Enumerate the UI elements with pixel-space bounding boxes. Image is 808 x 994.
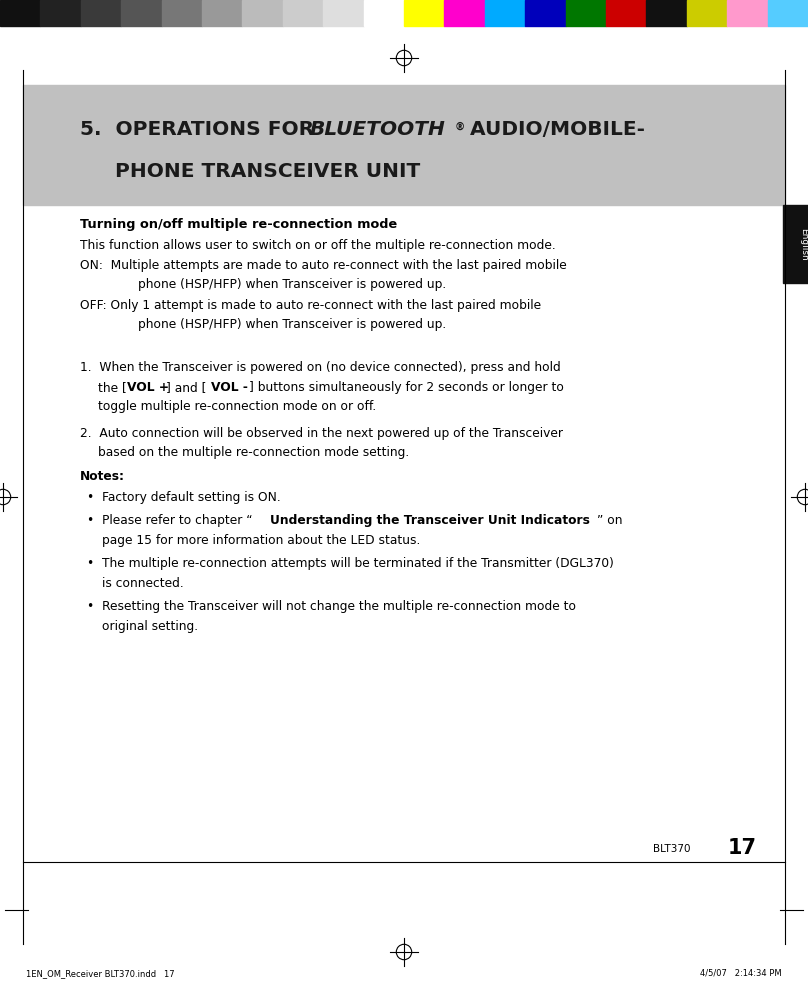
Text: •: • [86, 600, 93, 613]
Bar [606, 0, 646, 26]
Bar [323, 0, 364, 26]
Text: page 15 for more information about the LED status.: page 15 for more information about the L… [102, 534, 420, 547]
Text: 5.  OPERATIONS FOR: 5. OPERATIONS FOR [80, 120, 321, 139]
Text: 2.  Auto connection will be observed in the next powered up of the Transceiver: 2. Auto connection will be observed in t… [80, 426, 563, 439]
Text: original setting.: original setting. [102, 619, 198, 633]
Bar [202, 0, 242, 26]
Bar [364, 0, 404, 26]
Text: BLT370: BLT370 [653, 844, 691, 854]
Bar [646, 0, 687, 26]
Bar [121, 0, 162, 26]
Bar [727, 0, 768, 26]
Text: The multiple re-connection attempts will be terminated if the Transmitter (DGL37: The multiple re-connection attempts will… [102, 558, 614, 571]
Bar [0, 0, 40, 26]
Text: ®: ® [455, 122, 465, 132]
Text: BLUETOOTH: BLUETOOTH [310, 120, 446, 139]
Text: 1EN_OM_Receiver BLT370.indd   17: 1EN_OM_Receiver BLT370.indd 17 [26, 969, 175, 978]
Text: ] buttons simultaneously for 2 seconds or longer to: ] buttons simultaneously for 2 seconds o… [249, 381, 564, 394]
Text: toggle multiple re-connection mode on or off.: toggle multiple re-connection mode on or… [98, 401, 377, 414]
Bar [23, 85, 785, 205]
Text: Notes:: Notes: [80, 469, 125, 482]
Bar [783, 205, 808, 283]
Text: VOL +: VOL + [127, 381, 169, 394]
Text: the [: the [ [98, 381, 127, 394]
Text: Resetting the Transceiver will not change the multiple re-connection mode to: Resetting the Transceiver will not chang… [102, 600, 576, 613]
Text: ” on: ” on [597, 515, 622, 528]
Text: PHONE TRANSCEIVER UNIT: PHONE TRANSCEIVER UNIT [115, 162, 420, 181]
Text: •: • [86, 491, 93, 504]
Text: Turning on/off multiple re-connection mode: Turning on/off multiple re-connection mo… [80, 218, 398, 231]
Text: ON:  Multiple attempts are made to auto re-connect with the last paired mobile: ON: Multiple attempts are made to auto r… [80, 259, 566, 272]
Bar [687, 0, 727, 26]
Bar [485, 0, 525, 26]
Text: AUDIO/MOBILE-: AUDIO/MOBILE- [463, 120, 645, 139]
Bar [40, 0, 81, 26]
Bar [566, 0, 606, 26]
Text: ] and [: ] and [ [166, 381, 206, 394]
Bar [444, 0, 485, 26]
Text: phone (HSP/HFP) when Transceiver is powered up.: phone (HSP/HFP) when Transceiver is powe… [138, 318, 446, 331]
Text: 4/5/07   2:14:34 PM: 4/5/07 2:14:34 PM [701, 969, 782, 978]
Text: This function allows user to switch on or off the multiple re-connection mode.: This function allows user to switch on o… [80, 240, 556, 252]
Bar [283, 0, 323, 26]
Text: Please refer to chapter “: Please refer to chapter “ [102, 515, 253, 528]
Bar [404, 0, 444, 26]
Text: •: • [86, 558, 93, 571]
Bar [162, 0, 202, 26]
Bar [525, 0, 566, 26]
Text: based on the multiple re-connection mode setting.: based on the multiple re-connection mode… [98, 446, 409, 459]
Bar [242, 0, 283, 26]
Text: is connected.: is connected. [102, 577, 183, 589]
Bar [768, 0, 808, 26]
Bar [81, 0, 121, 26]
Text: 1.  When the Transceiver is powered on (no device connected), press and hold: 1. When the Transceiver is powered on (n… [80, 362, 561, 375]
Text: 17: 17 [728, 838, 757, 858]
Text: English: English [799, 228, 808, 260]
Text: Understanding the Transceiver Unit Indicators: Understanding the Transceiver Unit Indic… [270, 515, 590, 528]
Text: VOL -: VOL - [211, 381, 248, 394]
Text: Factory default setting is ON.: Factory default setting is ON. [102, 491, 280, 504]
Text: phone (HSP/HFP) when Transceiver is powered up.: phone (HSP/HFP) when Transceiver is powe… [138, 278, 446, 291]
Text: OFF: Only 1 attempt is made to auto re-connect with the last paired mobile: OFF: Only 1 attempt is made to auto re-c… [80, 299, 541, 312]
Text: •: • [86, 515, 93, 528]
